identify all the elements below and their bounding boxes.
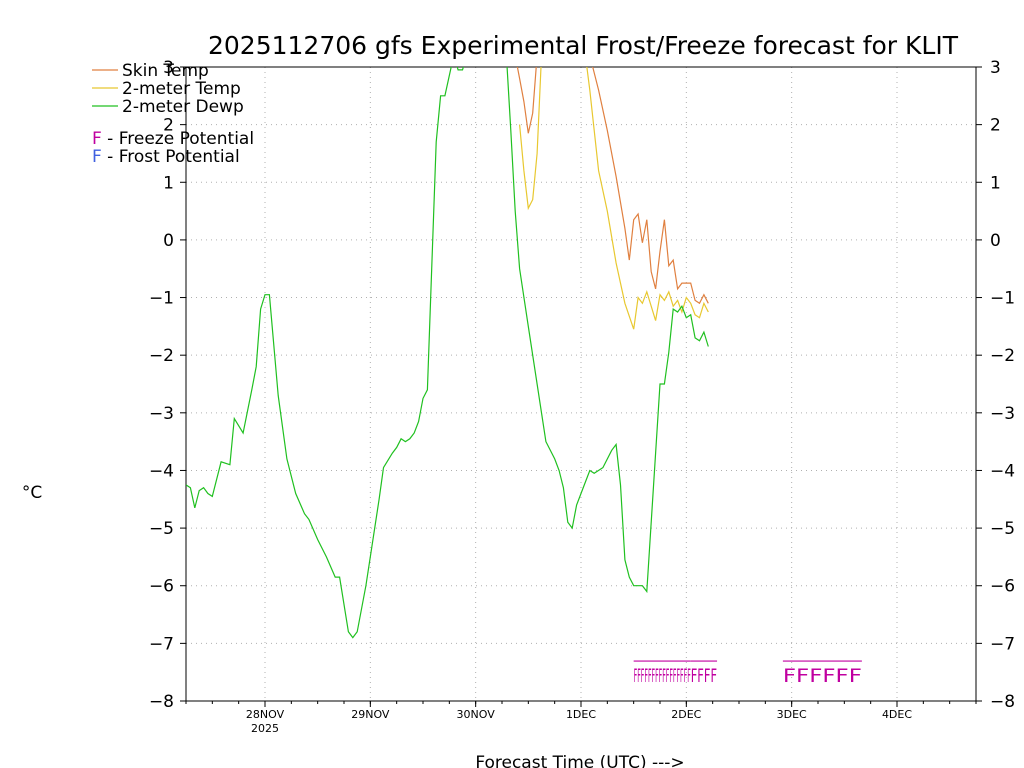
series-lines [186,67,709,639]
freeze-flag-letters: FFFFFFFFFFFFFFFF [634,665,691,687]
y-tick-label-left: −7 [149,634,174,654]
grid-lines [186,67,976,701]
legend-potential-entry: F - Freeze Potential [92,129,254,149]
axis-ticks: −8 −8 −7 −7 −6 −6 −5 −5 −4 −4 −3 −3 −2 −2 −1 −1 0 0 1 1 2 2 3 3… [149,58,1015,735]
y-tick-label-right: −5 [990,519,1015,539]
y-tick-label-right: −7 [990,634,1015,654]
freeze-flag-letters: FFFFFF [783,665,862,687]
y-tick-label-left: −5 [149,519,174,539]
y-tick-label-left: −1 [149,289,174,309]
y-tick-label-right: 1 [990,173,1001,193]
legend-potential-entry: F - Frost Potential [92,147,240,167]
legend-entry: Skin Temp [122,61,209,81]
series-line-2-meter-dewp [186,67,709,639]
y-tick-label-right: −4 [990,461,1015,481]
x-tick-label: 4DEC [882,708,912,721]
y-tick-label-right: −2 [990,346,1015,366]
x-tick-label: 30NOV [457,708,496,721]
freeze-potential-flags: FFFFFFFFFFFFFFFF FFFF FFFFFF [633,660,862,687]
x-axis-label: Forecast Time (UTC) ---> [475,753,684,768]
y-tick-label-left: −2 [149,346,174,366]
y-tick-label-left: 0 [163,231,174,251]
freeze-flag-letters: FFFF [691,665,717,687]
y-tick-label-right: 3 [990,58,1001,78]
series-line-2-meter-temp [519,67,709,330]
x-tick-year-label: 2025 [251,722,279,735]
y-tick-label-right: −1 [990,289,1015,309]
y-tick-label-right: −3 [990,404,1015,424]
y-tick-label-right: −8 [990,692,1015,712]
y-tick-label-right: 2 [990,116,1001,136]
y-tick-label-right: −6 [990,577,1015,597]
legend-entry: 2-meter Dewp [122,97,244,117]
y-tick-label-left: −3 [149,404,174,424]
legend-entry: 2-meter Temp [122,79,241,99]
y-tick-label-right: 0 [990,231,1001,251]
x-tick-label: 2DEC [671,708,701,721]
x-tick-label: 28NOV [246,708,285,721]
series-line-skin-temp [516,67,709,305]
y-axis-label: °C [22,483,42,503]
y-tick-label-left: 3 [163,58,174,78]
x-tick-label: 29NOV [351,708,390,721]
chart-title: 2025112706 gfs Experimental Frost/Freeze… [208,31,959,60]
x-tick-label: 1DEC [566,708,596,721]
y-tick-label-left: −8 [149,692,174,712]
x-tick-label: 3DEC [777,708,807,721]
y-tick-label-left: −6 [149,577,174,597]
y-tick-label-left: −4 [149,461,174,481]
y-tick-label-left: 1 [163,173,174,193]
y-tick-label-left: 2 [163,116,174,136]
